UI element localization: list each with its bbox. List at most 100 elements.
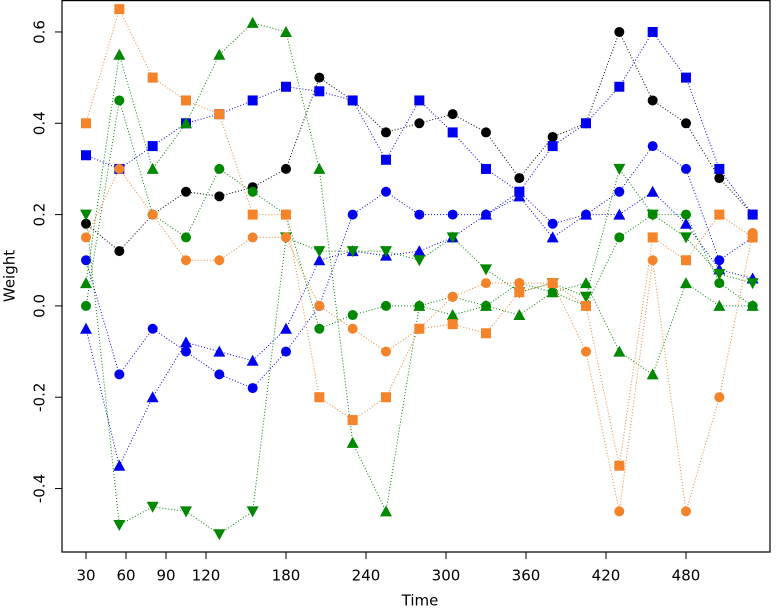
point — [646, 368, 659, 380]
point — [513, 190, 526, 202]
point — [114, 369, 125, 380]
point — [681, 118, 691, 129]
point — [80, 209, 92, 221]
point — [681, 255, 691, 266]
point — [381, 300, 391, 311]
x-tick-label: 240 — [352, 567, 381, 585]
point — [81, 150, 91, 161]
point — [613, 345, 626, 357]
x-tick-label: 60 — [116, 567, 135, 585]
point — [314, 72, 325, 83]
point — [447, 209, 458, 220]
point — [181, 255, 191, 266]
point — [747, 209, 758, 220]
point — [447, 319, 458, 330]
point — [681, 163, 691, 174]
point — [114, 246, 125, 257]
point — [314, 300, 325, 311]
point — [647, 232, 658, 243]
point — [614, 81, 625, 92]
point — [680, 277, 692, 289]
y-tick-label: -0.2 — [31, 383, 49, 412]
point — [247, 232, 258, 243]
point — [514, 173, 525, 184]
point — [681, 506, 691, 517]
point — [380, 246, 392, 258]
point — [647, 141, 658, 152]
point — [281, 81, 291, 92]
point — [280, 322, 292, 334]
point — [214, 163, 225, 174]
point — [546, 231, 559, 243]
point — [81, 232, 91, 243]
point — [680, 217, 692, 229]
point — [213, 345, 226, 357]
point — [81, 118, 91, 129]
point — [714, 392, 725, 403]
point — [347, 415, 358, 426]
x-tick-label: 90 — [156, 567, 175, 585]
point — [347, 209, 358, 220]
series-line — [85, 167, 754, 512]
point — [180, 336, 192, 348]
point — [414, 118, 425, 129]
point — [414, 323, 425, 334]
point — [414, 95, 425, 106]
point — [581, 300, 591, 311]
point — [747, 227, 758, 238]
x-tick-label: 180 — [272, 567, 301, 585]
point — [414, 300, 425, 311]
point — [480, 264, 492, 276]
point — [113, 48, 126, 60]
point — [447, 109, 458, 120]
point — [447, 127, 458, 138]
point — [314, 323, 325, 334]
point — [346, 436, 359, 448]
point — [381, 154, 391, 165]
point — [281, 209, 291, 220]
point — [581, 346, 591, 357]
series-line — [85, 30, 754, 252]
point — [81, 255, 91, 266]
point — [547, 141, 558, 152]
y-tick-label: -0.4 — [31, 474, 49, 503]
y-tick-label: 0.2 — [31, 203, 49, 227]
point — [380, 505, 392, 517]
point — [81, 218, 91, 229]
point — [680, 232, 692, 244]
y-axis-title: Weight — [1, 250, 19, 302]
point — [147, 141, 158, 152]
point — [246, 354, 259, 366]
x-axis-title: Time — [401, 592, 439, 609]
plot-area — [80, 4, 759, 541]
point — [714, 209, 725, 220]
point — [347, 310, 358, 321]
point — [481, 127, 491, 138]
point — [246, 506, 259, 518]
point — [446, 309, 459, 321]
point — [281, 232, 291, 243]
point — [746, 278, 759, 290]
point — [281, 346, 291, 357]
point — [313, 246, 326, 258]
point — [147, 72, 158, 83]
point — [514, 278, 525, 289]
x-tick-label: 420 — [592, 567, 621, 585]
y-tick-label: 0.6 — [31, 20, 49, 44]
point — [180, 117, 192, 129]
point — [614, 460, 625, 471]
point — [181, 95, 191, 106]
point — [213, 48, 226, 60]
point — [413, 255, 426, 267]
point — [247, 95, 258, 106]
point — [214, 255, 225, 266]
point — [513, 309, 526, 321]
point — [247, 209, 258, 220]
point — [580, 291, 592, 303]
point — [313, 162, 326, 174]
point — [247, 383, 258, 394]
point — [147, 323, 158, 334]
point — [80, 277, 92, 289]
point — [581, 118, 591, 129]
